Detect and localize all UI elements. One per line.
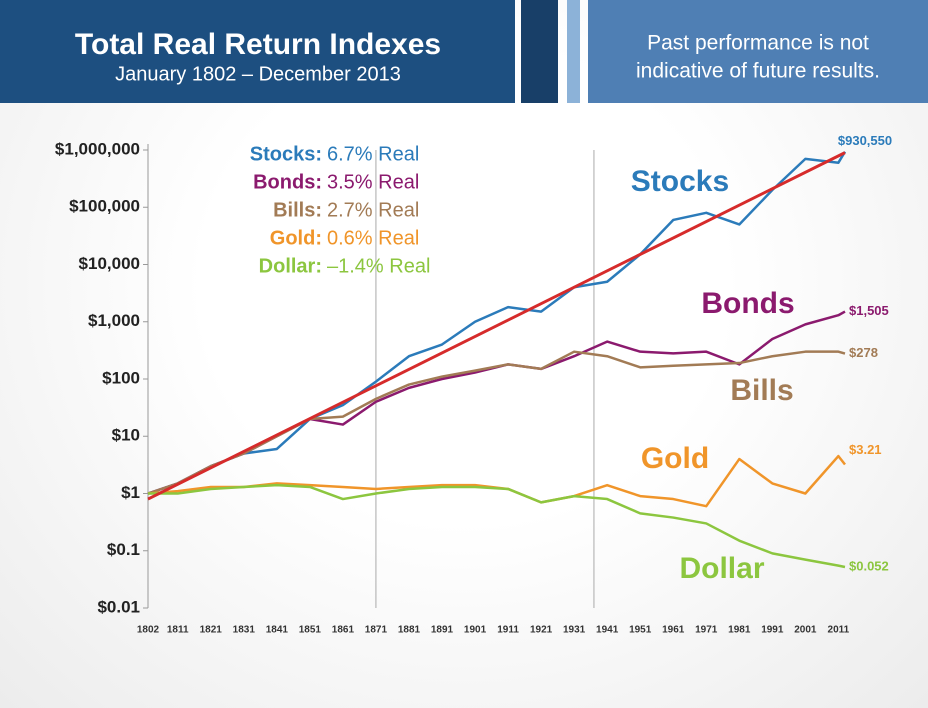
series-line [148, 483, 846, 569]
disclaimer: indicative of future results. [636, 60, 880, 83]
end-label: $930,550 [838, 133, 892, 148]
y-tick-label: $1,000,000 [55, 139, 140, 158]
y-tick-label: $100 [102, 368, 140, 387]
x-tick-label: 1921 [530, 625, 553, 636]
legend-name: Bills: [273, 199, 322, 221]
x-tick-label: 1871 [365, 625, 388, 636]
x-tick-label: 1841 [266, 625, 289, 636]
disclaimer: Past performance is not [647, 32, 869, 55]
subtitle: January 1802 – December 2013 [115, 63, 401, 85]
legend-name: Gold: [270, 227, 322, 249]
series-name: Stocks [631, 165, 729, 198]
x-tick-label: 1951 [629, 625, 652, 636]
series-name: Dollar [679, 552, 764, 585]
end-label: $1,505 [849, 303, 889, 318]
title: Total Real Return Indexes [75, 28, 441, 61]
title-panel [0, 0, 515, 103]
series-line [147, 454, 846, 508]
x-tick-label: 1941 [596, 625, 619, 636]
legend-name: Bonds: [253, 171, 322, 193]
x-tick-label: 1811 [167, 625, 189, 636]
y-tick-label: $0.01 [97, 597, 140, 616]
legend-name: Stocks: [250, 143, 322, 165]
x-tick-label: 1961 [662, 625, 685, 636]
end-label: $3.21 [849, 442, 882, 457]
series-line [147, 151, 847, 495]
y-tick-label: $0.1 [107, 540, 140, 559]
x-tick-label: 1931 [563, 625, 586, 636]
x-tick-label: 2001 [794, 625, 817, 636]
series-name: Gold [641, 442, 709, 475]
stripe [567, 0, 580, 103]
x-tick-label: 1991 [761, 625, 784, 636]
legend-return: –1.4% Real [327, 255, 430, 277]
x-tick-label: 1901 [464, 625, 487, 636]
x-tick-label: 1981 [728, 625, 751, 636]
end-label: $278 [849, 345, 878, 360]
x-tick-label: 1891 [431, 625, 454, 636]
x-tick-label: 1821 [200, 625, 223, 636]
end-label: $0.052 [849, 558, 889, 573]
x-tick-label: 1831 [233, 625, 256, 636]
legend-return: 6.7% Real [327, 143, 419, 165]
legend-return: 2.7% Real [327, 199, 419, 221]
x-tick-label: 1802 [137, 625, 160, 636]
y-tick-label: $100,000 [69, 197, 140, 216]
x-tick-label: 1851 [299, 625, 322, 636]
stripe [521, 0, 558, 103]
x-tick-label: 1881 [398, 625, 421, 636]
trend-line [147, 151, 846, 501]
y-tick-label: $1,000 [88, 311, 140, 330]
legend-return: 3.5% Real [327, 171, 419, 193]
x-tick-label: 1971 [695, 625, 718, 636]
x-tick-label: 1861 [332, 625, 355, 636]
y-tick-label: $1 [121, 483, 140, 502]
series-name: Bonds [701, 287, 794, 320]
legend-return: 0.6% Real [327, 227, 419, 249]
x-tick-label: 1911 [497, 625, 519, 636]
y-tick-label: $10 [112, 426, 140, 445]
y-tick-label: $10,000 [79, 254, 140, 273]
series-name: Bills [730, 374, 793, 407]
x-tick-label: 2011 [828, 625, 850, 636]
note-panel [588, 0, 928, 103]
legend-name: Dollar: [259, 255, 322, 277]
